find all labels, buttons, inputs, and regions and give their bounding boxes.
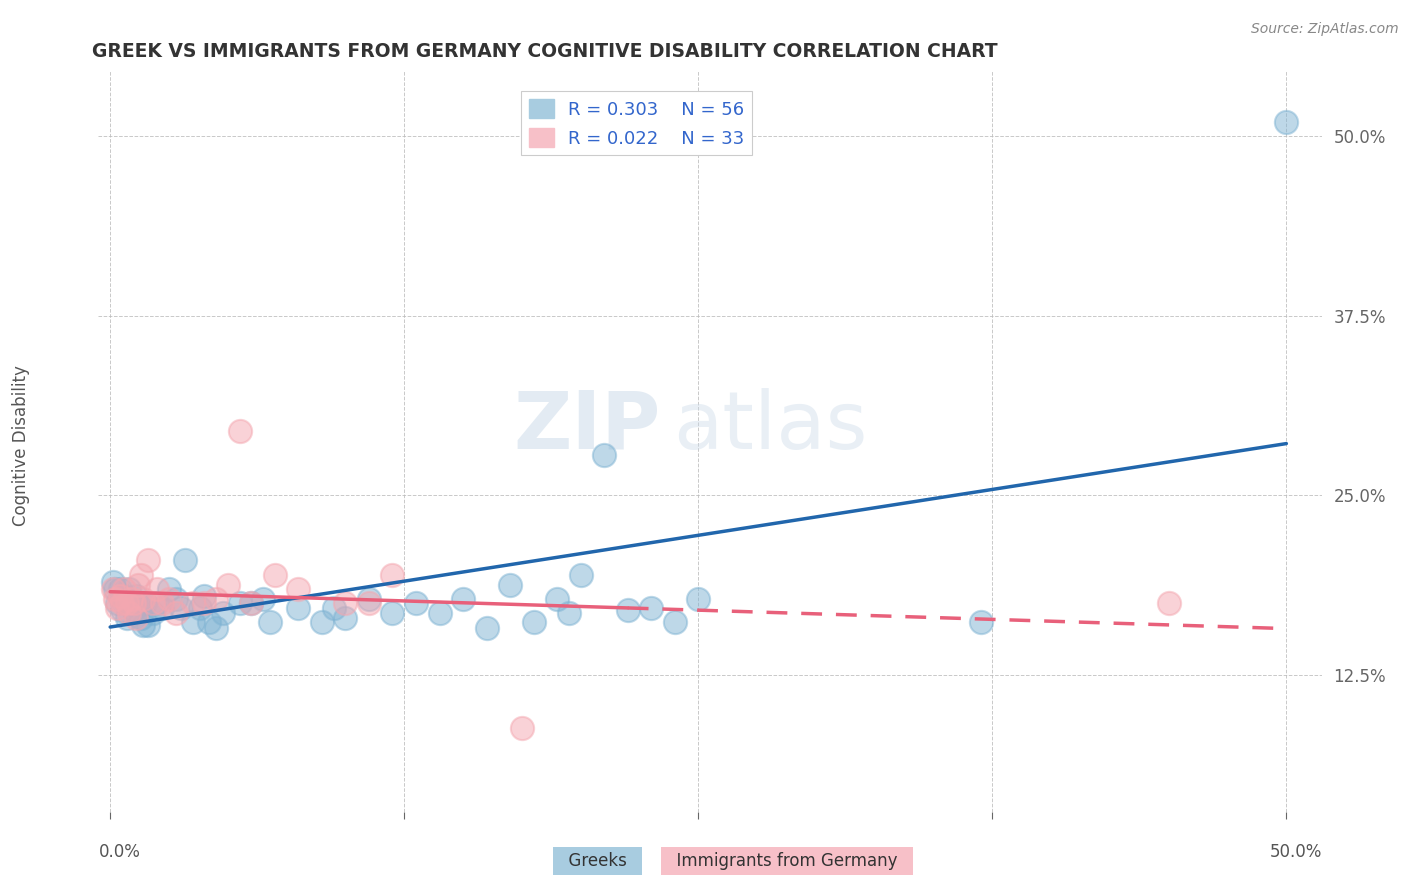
Point: [558, 607, 581, 621]
Point: [174, 553, 197, 567]
Point: [181, 615, 204, 629]
Point: [118, 607, 141, 621]
Point: [188, 600, 211, 615]
Point: [287, 582, 309, 596]
Point: [357, 596, 380, 610]
Point: [157, 582, 180, 596]
Point: [112, 589, 135, 603]
Point: [569, 567, 592, 582]
Point: [127, 577, 149, 591]
Point: [105, 596, 128, 610]
Point: [112, 582, 135, 596]
Point: [381, 567, 404, 582]
Point: [322, 600, 344, 615]
Point: [104, 582, 127, 596]
Text: 50.0%: 50.0%: [1270, 843, 1322, 861]
Point: [105, 600, 128, 615]
Text: Cognitive Disability: Cognitive Disability: [13, 366, 30, 526]
Text: GREEK VS IMMIGRANTS FROM GERMANY COGNITIVE DISABILITY CORRELATION CHART: GREEK VS IMMIGRANTS FROM GERMANY COGNITI…: [93, 43, 998, 62]
Point: [125, 610, 148, 624]
Point: [132, 617, 155, 632]
Point: [150, 596, 173, 610]
Point: [120, 591, 142, 606]
Point: [451, 591, 474, 606]
Point: [165, 591, 187, 606]
Point: [136, 617, 159, 632]
Point: [111, 596, 134, 610]
Point: [193, 589, 215, 603]
Point: [122, 596, 145, 610]
Legend: R = 0.303    N = 56, R = 0.022    N = 33: R = 0.303 N = 56, R = 0.022 N = 33: [522, 92, 752, 154]
Point: [228, 596, 250, 610]
Point: [129, 567, 152, 582]
Point: [1275, 114, 1298, 128]
Point: [115, 596, 138, 610]
Point: [205, 591, 228, 606]
Point: [429, 607, 451, 621]
Point: [115, 610, 138, 624]
Text: Source: ZipAtlas.com: Source: ZipAtlas.com: [1251, 22, 1399, 37]
Point: [122, 603, 145, 617]
Point: [499, 577, 522, 591]
Point: [381, 607, 404, 621]
Point: [108, 582, 131, 596]
Point: [141, 596, 163, 610]
Point: [311, 615, 333, 629]
Point: [129, 610, 152, 624]
Point: [664, 615, 686, 629]
Point: [127, 596, 149, 610]
Point: [287, 600, 309, 615]
Point: [132, 591, 155, 606]
Point: [146, 582, 169, 596]
Point: [475, 621, 498, 635]
Point: [969, 615, 991, 629]
Point: [111, 603, 134, 617]
Point: [150, 600, 173, 615]
Point: [118, 582, 141, 596]
Point: [240, 596, 263, 610]
Text: 0.0%: 0.0%: [98, 843, 141, 861]
Text: ZIP: ZIP: [513, 388, 661, 466]
Point: [357, 591, 380, 606]
Point: [101, 574, 124, 589]
Point: [108, 589, 131, 603]
Point: [616, 603, 638, 617]
Point: [228, 424, 250, 438]
Point: [510, 722, 533, 736]
Point: [198, 615, 221, 629]
Point: [134, 596, 156, 610]
Point: [335, 596, 357, 610]
Point: [523, 615, 546, 629]
Text: Greeks: Greeks: [558, 852, 637, 870]
Point: [181, 596, 204, 610]
Point: [136, 553, 159, 567]
Point: [640, 600, 662, 615]
Point: [252, 591, 274, 606]
Point: [141, 607, 163, 621]
Point: [405, 596, 427, 610]
Point: [593, 448, 616, 462]
Point: [101, 582, 124, 596]
Point: [125, 589, 148, 603]
Point: [240, 596, 263, 610]
Point: [1157, 596, 1180, 610]
Point: [104, 591, 127, 606]
Point: [120, 596, 142, 610]
Point: [205, 621, 228, 635]
Point: [193, 596, 215, 610]
Point: [115, 596, 138, 610]
Point: [688, 591, 710, 606]
Point: [546, 591, 568, 606]
Point: [146, 596, 169, 610]
Point: [263, 567, 285, 582]
Text: Immigrants from Germany: Immigrants from Germany: [666, 852, 908, 870]
Point: [157, 591, 180, 606]
Point: [212, 607, 235, 621]
Point: [165, 607, 187, 621]
Point: [259, 615, 281, 629]
Point: [170, 600, 193, 615]
Point: [217, 577, 239, 591]
Point: [335, 610, 357, 624]
Text: atlas: atlas: [673, 388, 868, 466]
